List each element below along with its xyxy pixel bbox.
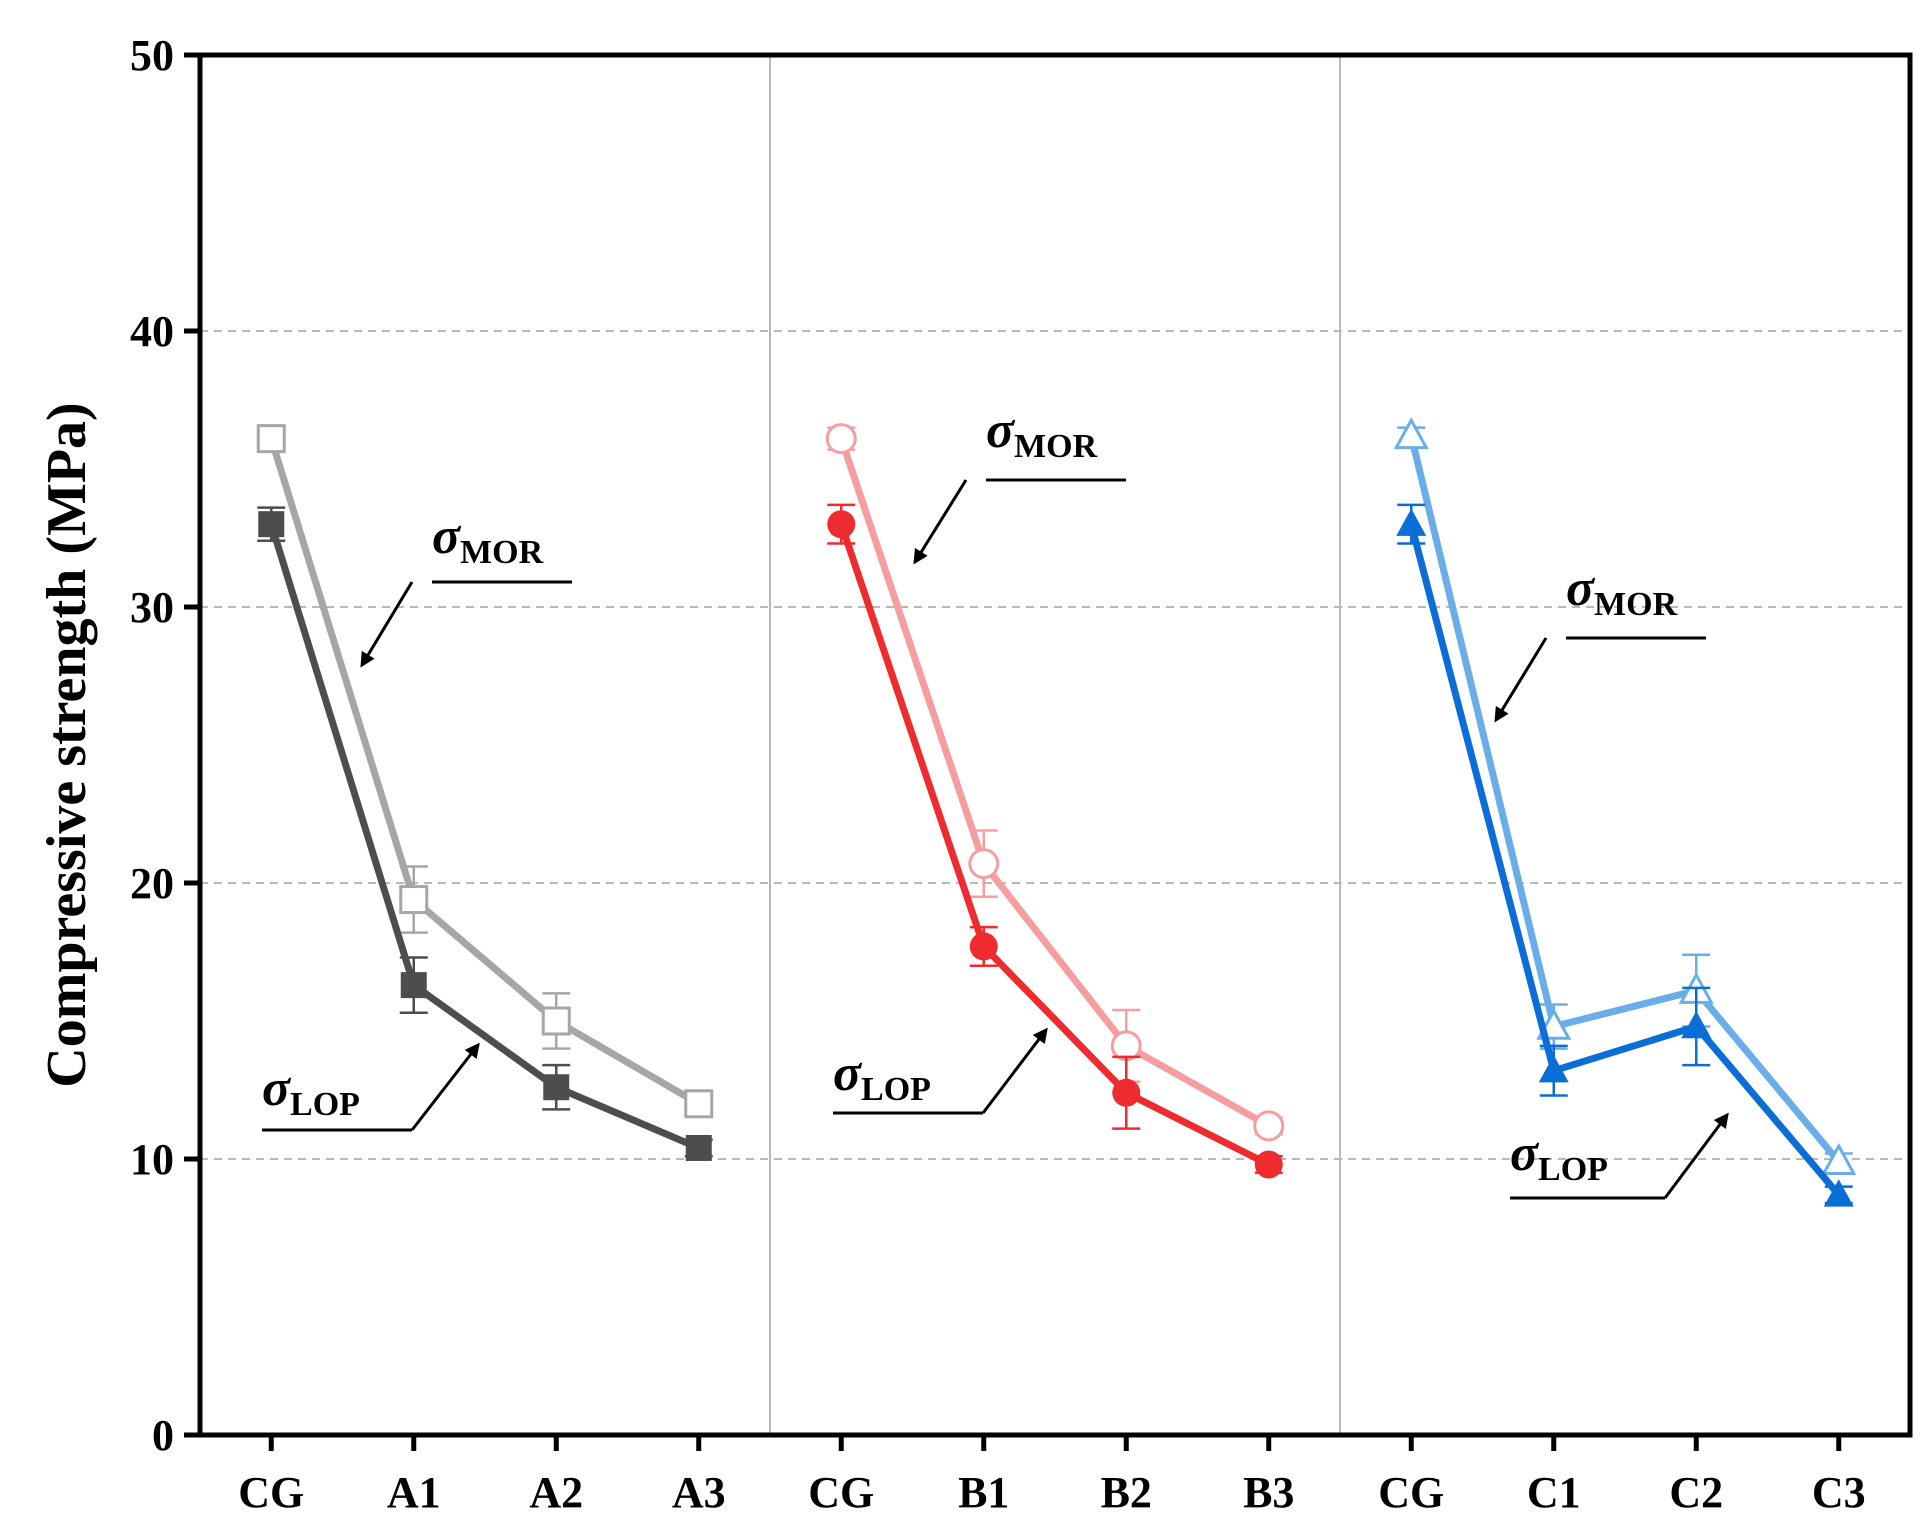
data-point: [684, 1089, 714, 1119]
x-tick-label: CG: [238, 1468, 304, 1517]
annotations-layer: σMOR σLOP σMOR σLOP σMOR σLOP: [262, 402, 1729, 1200]
grid-lines: [200, 330, 1910, 1160]
data-point: [258, 511, 285, 538]
data-point: [1253, 1110, 1285, 1142]
x-tick-label: CG: [1378, 1468, 1444, 1517]
series-layer: [256, 417, 1857, 1207]
annotation-lop: σLOP: [833, 1027, 1048, 1115]
x-tick-label: CG: [808, 1468, 874, 1517]
annotation-label: σMOR: [432, 508, 544, 571]
annotation-label: σMOR: [986, 402, 1098, 465]
x-tick-label: C3: [1812, 1468, 1866, 1517]
y-tick-label: 50: [130, 31, 174, 80]
y-tick-label: 10: [130, 1135, 174, 1184]
data-point: [1112, 1078, 1141, 1107]
data-point: [543, 1074, 570, 1101]
annotation-arrow: [410, 1042, 480, 1131]
x-tick-label: A3: [672, 1468, 726, 1517]
series-line: [267, 523, 701, 1152]
annotation-label: σLOP: [833, 1045, 931, 1108]
series-line: [1407, 435, 1842, 1164]
series-line: [1407, 523, 1842, 1198]
series-lop: [1396, 503, 1854, 1207]
annotation-label: σLOP: [262, 1060, 360, 1123]
y-axis-ticks: 0 10 20 30 40 50: [130, 31, 200, 1460]
data-point: [685, 1134, 712, 1161]
group-dividers: [769, 55, 1341, 1435]
annotation-arrow: [1494, 637, 1548, 723]
series-mor: [825, 423, 1285, 1142]
annotation-arrow: [360, 581, 414, 668]
x-axis-ticks: CG A1 A2 A3 CG B1 B2 B3 CG C1 C2 C3: [238, 1435, 1866, 1517]
y-tick-label: 40: [130, 307, 174, 356]
series-line: [837, 437, 1271, 1129]
series-mor: [1393, 417, 1857, 1175]
data-point: [969, 932, 998, 961]
data-point: [1393, 417, 1429, 450]
data-point: [1254, 1150, 1283, 1179]
data-point: [541, 1006, 571, 1036]
series-line: [267, 437, 701, 1107]
data-point: [1538, 1055, 1569, 1083]
annotation-mor: σMOR: [913, 402, 1126, 565]
x-tick-label: A1: [387, 1468, 441, 1517]
data-point: [400, 972, 427, 999]
series-lop: [257, 506, 713, 1161]
data-point: [1681, 1010, 1712, 1039]
annotation-arrow: [913, 479, 968, 565]
y-tick-label: 0: [152, 1411, 174, 1460]
x-tick-label: B3: [1243, 1468, 1294, 1517]
data-point: [256, 424, 286, 454]
plot-frame: [197, 52, 1913, 1438]
x-tick-label: B2: [1101, 1468, 1152, 1517]
data-point: [1396, 508, 1427, 536]
annotation-label: σLOP: [1510, 1125, 1608, 1188]
annotation-arrow: [1663, 1112, 1729, 1199]
x-tick-label: C2: [1669, 1468, 1723, 1517]
x-tick-label: A2: [529, 1468, 583, 1517]
x-tick-label: B1: [958, 1468, 1009, 1517]
data-point: [1821, 1143, 1857, 1175]
annotation-lop: σLOP: [262, 1042, 480, 1132]
series-lop: [827, 503, 1283, 1179]
x-tick-label: C1: [1527, 1468, 1581, 1517]
series-mor: [256, 424, 714, 1119]
annotation-lop: σLOP: [1510, 1112, 1729, 1200]
annotation-label: σMOR: [1566, 560, 1678, 623]
annotation-arrow: [981, 1027, 1048, 1114]
y-tick-label: 20: [130, 859, 174, 908]
data-point: [399, 885, 429, 915]
series-line: [837, 523, 1271, 1168]
annotation-mor: σMOR: [360, 508, 572, 668]
y-tick-label: 30: [130, 583, 174, 632]
data-point: [968, 848, 1000, 880]
data-point: [827, 510, 856, 539]
data-point: [1823, 1179, 1854, 1207]
data-point: [825, 423, 857, 455]
y-axis-title: Compressive strength (MPa): [36, 402, 98, 1087]
annotation-mor: σMOR: [1494, 560, 1706, 723]
